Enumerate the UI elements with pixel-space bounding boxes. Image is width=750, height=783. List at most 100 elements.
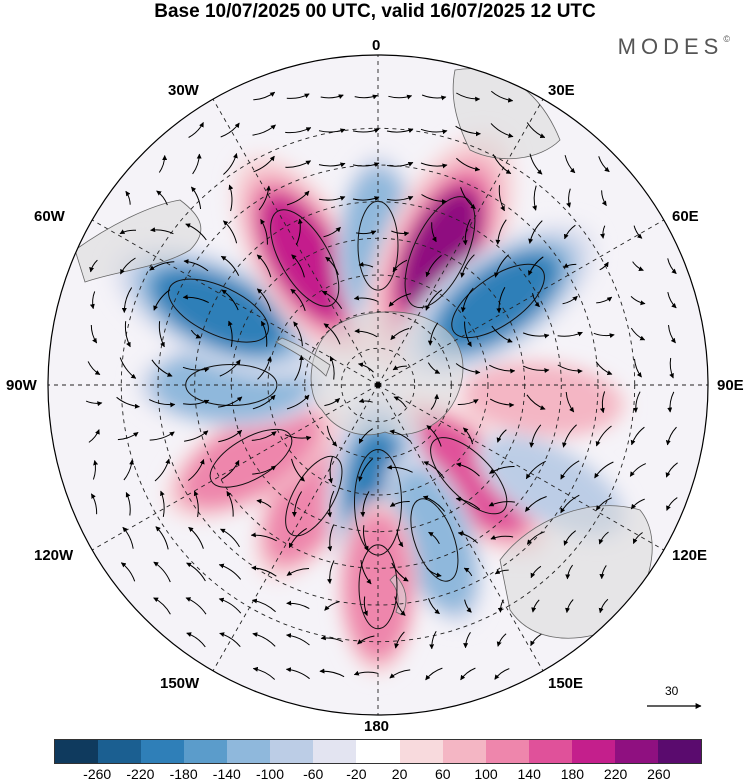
- africa-land: [452, 68, 561, 160]
- wind-arrow: [563, 224, 576, 240]
- wind-arrow: [90, 324, 98, 344]
- wind-arrow: [358, 261, 374, 268]
- wind-arrow: [85, 400, 103, 407]
- wind-arrow: [258, 185, 271, 211]
- wind-arrow: [530, 633, 542, 647]
- wind-arrow: [355, 230, 377, 236]
- wind-arrow: [599, 565, 607, 580]
- wind-arrow: [427, 322, 439, 346]
- wind-arrow: [158, 321, 165, 348]
- wind-arrow: [463, 632, 471, 649]
- wind-arrow: [357, 635, 375, 645]
- wind-arrow: [184, 430, 209, 442]
- wind-arrow: [428, 598, 440, 615]
- wind-arrow: [219, 359, 241, 377]
- wind-arrow: [158, 155, 168, 173]
- wind-arrow: [291, 458, 305, 482]
- wind-arrow: [526, 122, 546, 138]
- wind-arrow: [219, 632, 241, 648]
- wind-arrow: [460, 187, 476, 210]
- wind-arrow: [529, 424, 542, 448]
- wind-arrow: [218, 429, 243, 443]
- wind-arrow: [323, 323, 341, 345]
- wind-arrow: [595, 361, 613, 375]
- wind-arrow: [90, 493, 98, 515]
- wind-arrow: [156, 190, 168, 206]
- lon-label-30e: 30E: [548, 82, 575, 99]
- wind-arrow: [455, 496, 481, 510]
- new-zealand-land: [389, 574, 407, 616]
- lon-label-90e: 90E: [717, 377, 744, 394]
- wind-arrow: [220, 528, 240, 548]
- wind-arrow: [185, 223, 207, 241]
- wind-arrow: [667, 292, 677, 309]
- contour-ring: [357, 200, 399, 291]
- wind-arrow: [595, 425, 612, 447]
- wind-arrow: [153, 289, 171, 311]
- wind-arrow: [329, 355, 335, 380]
- wind-arrow: [456, 462, 480, 477]
- brand-logo: MODES©: [618, 34, 730, 60]
- wind-arrow: [528, 220, 543, 244]
- colorbar-swatch: [399, 740, 443, 763]
- south-pole-marker: [375, 382, 381, 388]
- wind-arrow: [182, 294, 209, 304]
- wind-arrow: [386, 464, 413, 473]
- wind-arrow: [394, 631, 405, 649]
- wind-arrow: [634, 358, 642, 378]
- colorbar-tick-label: 100: [474, 766, 498, 782]
- wind-arrow: [388, 293, 412, 307]
- lon-label-60e: 60E: [672, 208, 699, 225]
- latitude-circle: [194, 201, 562, 569]
- wind-arrow: [460, 667, 476, 681]
- wind-arrow: [251, 565, 277, 577]
- wind-arrow: [121, 287, 133, 313]
- wind-arrow: [427, 362, 441, 374]
- wind-arrow: [228, 320, 233, 347]
- wind-arrow: [324, 601, 340, 611]
- wind-arrow: [188, 122, 204, 138]
- wind-arrow: [391, 562, 409, 582]
- wind-arrow: [601, 190, 607, 207]
- wind-arrow: [421, 194, 447, 205]
- wind-arrow: [460, 254, 475, 278]
- wind-arrow: [489, 364, 516, 374]
- wind-arrow: [253, 155, 275, 173]
- wind-arrow: [218, 563, 242, 580]
- wind-arrow: [360, 491, 370, 518]
- wind-arrow: [532, 185, 537, 211]
- wind-arrow: [667, 258, 677, 274]
- colorbar-swatch: [614, 740, 658, 763]
- colorbar-swatch: [313, 740, 357, 763]
- wind-arrow: [431, 222, 437, 243]
- colorbar-swatch: [55, 740, 99, 763]
- wind-arrow: [463, 567, 473, 577]
- colorbar-swatch: [141, 740, 185, 763]
- wind-arrow: [191, 186, 202, 210]
- wind-arrow: [463, 427, 474, 445]
- wind-arrow: [394, 596, 406, 616]
- wind-arrow: [531, 599, 540, 613]
- brand-mark: ©: [723, 34, 730, 44]
- wind-arrow: [633, 225, 643, 239]
- wind-arrow: [564, 155, 576, 174]
- meridian-line: [377, 98, 544, 386]
- wind-arrow: [290, 288, 306, 311]
- wind-arrow: [632, 532, 643, 544]
- wind-arrow: [183, 259, 209, 272]
- wind-arrow: [192, 153, 202, 175]
- wind-arrow: [491, 325, 513, 343]
- anomaly-blob: [412, 419, 526, 533]
- wind-arrow: [326, 560, 335, 584]
- lon-label-120w: 120W: [34, 547, 74, 564]
- wind-arrow: [358, 458, 373, 482]
- meridian-line: [377, 384, 544, 672]
- wind-arrow: [260, 320, 268, 347]
- wind-arrow: [496, 429, 507, 443]
- wind-arrow: [562, 295, 578, 305]
- wind-arrow: [363, 596, 368, 616]
- wind-arrow: [490, 535, 514, 540]
- wind-arrow: [390, 327, 410, 340]
- wind-arrow: [153, 561, 171, 583]
- wind-arrow: [293, 321, 303, 347]
